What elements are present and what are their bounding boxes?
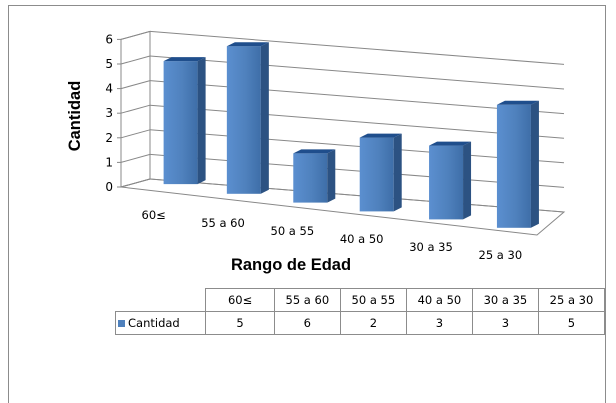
bar <box>226 42 269 194</box>
bar-side <box>393 133 402 212</box>
bar <box>293 149 336 203</box>
bar <box>496 100 539 228</box>
bar-front <box>496 104 531 228</box>
bar-top <box>226 42 269 47</box>
gridline <box>120 153 151 163</box>
y-tick-label: 6 <box>105 32 113 46</box>
x-tick-label: 40 a 50 <box>340 232 384 246</box>
table-cell: 5 <box>537 311 606 335</box>
gridline <box>120 178 151 188</box>
table-header-cell: 25 a 30 <box>537 288 606 312</box>
x-tick-label: 25 a 30 <box>479 248 523 262</box>
legend-label: Cantidad <box>128 316 180 330</box>
legend-swatch <box>118 320 125 327</box>
bar-side <box>260 42 269 194</box>
gridline <box>149 153 565 188</box>
bar-side <box>327 149 336 203</box>
bar-side <box>463 141 472 220</box>
y-axis-ticks: 0 1 2 3 4 5 6 <box>105 32 121 194</box>
table-header-cell: 50 a 55 <box>339 288 407 312</box>
x-tick-label: 60≤ <box>142 208 166 222</box>
gridline <box>120 30 151 40</box>
bar-front <box>226 46 261 194</box>
bar-front <box>163 61 198 185</box>
gridline <box>120 55 151 65</box>
gridlines <box>120 30 565 213</box>
table-corner <box>115 288 207 312</box>
y-axis-title: Cantidad <box>66 81 84 152</box>
x-tick-label: 30 a 35 <box>409 240 453 254</box>
gridline <box>149 55 565 90</box>
y-tick-label: 2 <box>105 131 113 145</box>
table-row: Cantidad 5 6 2 3 3 5 <box>114 311 606 335</box>
table-cell: 6 <box>273 311 341 335</box>
gridline <box>120 104 151 114</box>
chart-plot: 0 1 2 3 4 5 6 60≤ 55 a 60 50 a 55 40 a 50 30 a 35 2… <box>66 30 566 274</box>
table-cell: 2 <box>339 311 407 335</box>
x-tick-label: 55 a 60 <box>201 216 245 230</box>
gridline <box>149 178 565 213</box>
data-table: 60≤ 55 a 60 50 a 55 40 a 50 30 a 35 25 a… <box>114 288 606 335</box>
y-tick-label: 0 <box>105 180 113 194</box>
table-cell: 3 <box>405 311 473 335</box>
table-header-cell: 40 a 50 <box>405 288 473 312</box>
legend-key: Cantidad <box>114 311 207 335</box>
bar-top <box>359 133 402 138</box>
table-header-cell: 30 a 35 <box>471 288 539 312</box>
bar-front <box>359 137 394 212</box>
bar-top <box>163 57 206 62</box>
table-header-row: 60≤ 55 a 60 50 a 55 40 a 50 30 a 35 25 a… <box>115 288 606 312</box>
bar <box>359 133 402 212</box>
y-tick-label: 4 <box>105 82 113 96</box>
y-tick-label: 1 <box>105 155 113 169</box>
x-axis-title: Rango de Edad <box>231 256 351 274</box>
x-axis-ticks: 60≤ 55 a 60 50 a 55 40 a 50 30 a 35 25 a 30 <box>142 208 523 262</box>
gridline <box>149 129 565 164</box>
bar-front <box>429 145 464 220</box>
bar-top <box>429 141 472 146</box>
bar-side <box>197 57 206 185</box>
bar <box>429 141 472 220</box>
bars <box>163 42 539 228</box>
y-tick-label: 3 <box>105 106 113 120</box>
table-cell: 3 <box>471 311 539 335</box>
table-cell: 5 <box>205 311 275 335</box>
y-tick-label: 5 <box>105 57 113 71</box>
gridline <box>149 80 565 115</box>
gridline <box>149 104 565 139</box>
bar-top <box>496 100 539 105</box>
gridline <box>120 80 151 90</box>
bar <box>163 57 206 185</box>
table-header-cell: 60≤ <box>205 288 275 312</box>
bar-side <box>530 100 539 228</box>
gridline <box>149 30 565 65</box>
x-tick-label: 50 a 55 <box>271 224 315 238</box>
gridline <box>120 129 151 139</box>
table-header-cell: 55 a 60 <box>273 288 341 312</box>
bar-top <box>293 149 336 154</box>
bar-front <box>293 153 328 203</box>
